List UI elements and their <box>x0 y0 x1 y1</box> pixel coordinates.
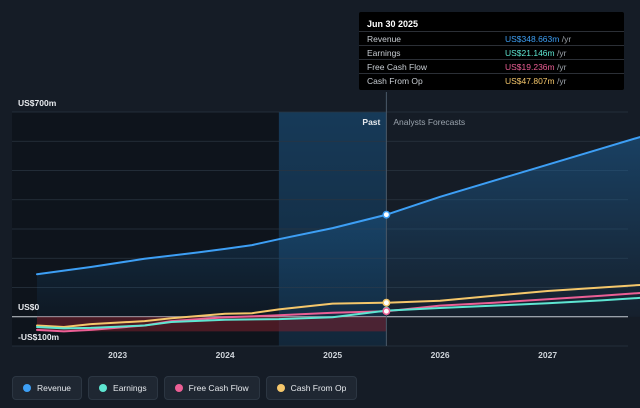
x-tick-label: 2023 <box>108 350 127 360</box>
tooltip-label: Cash From Op <box>367 76 423 86</box>
series-lines <box>36 135 640 333</box>
tooltip-label: Revenue <box>367 34 402 44</box>
tooltip-row-revenue: Revenue US$348.663m /yr <box>359 31 624 45</box>
series-line-free-cash-flow <box>36 291 640 333</box>
legend-label: Revenue <box>37 383 72 393</box>
tooltip-value: US$47.807m /yr <box>505 76 567 86</box>
legend-label: Cash From Op <box>290 383 347 393</box>
tooltip-row-cash-from-op: Cash From Op US$47.807m /yr <box>359 73 624 87</box>
legend-dot-icon <box>99 384 108 392</box>
x-tick-label: 2024 <box>216 350 235 360</box>
tooltip-value: US$21.146m /yr <box>505 48 567 58</box>
x-tick-label: 2027 <box>538 350 557 360</box>
legend-item-cash-from-op[interactable]: Cash From Op <box>265 376 358 400</box>
legend-item-earnings[interactable]: Earnings <box>88 376 158 400</box>
legend-dot-icon <box>276 384 285 392</box>
legend-dot-icon <box>174 384 183 392</box>
marker-cash-from-op <box>382 298 391 307</box>
tooltip-row-earnings: Earnings US$21.146m /yr <box>359 45 624 59</box>
forecast-label: Analysts Forecasts <box>393 117 465 127</box>
legend-dot-icon <box>23 384 31 392</box>
x-tick-label: 2026 <box>431 350 450 360</box>
divider-markers <box>382 210 391 316</box>
y-tick-label: US$0 <box>18 302 40 312</box>
x-tick-label: 2025 <box>323 350 342 360</box>
legend-label: Free Cash Flow <box>188 383 249 393</box>
tooltip-value: US$348.663m /yr <box>505 34 572 44</box>
legend-label: Earnings <box>113 383 147 393</box>
y-tick-label: US$700m <box>18 98 57 108</box>
y-tick-label: -US$100m <box>18 332 60 342</box>
tooltip-row-free-cash-flow: Free Cash Flow US$19.236m /yr <box>359 59 624 73</box>
tooltip-label: Earnings <box>367 48 401 58</box>
legend-item-revenue[interactable]: Revenue <box>12 376 83 400</box>
legend-item-free-cash-flow[interactable]: Free Cash Flow <box>163 376 260 400</box>
tooltip-label: Free Cash Flow <box>367 62 427 72</box>
legend: Revenue Earnings Free Cash Flow Cash Fro… <box>12 376 358 400</box>
y-axis-labels: US$700m US$0 -US$100m <box>18 98 60 342</box>
tooltip-value: US$19.236m /yr <box>505 62 567 72</box>
marker-revenue <box>382 210 391 219</box>
tooltip: Jun 30 2025 Revenue US$348.663m /yr Earn… <box>359 12 624 90</box>
marker-free-cash-flow <box>382 307 391 316</box>
tooltip-date: Jun 30 2025 <box>367 19 419 29</box>
series-line-revenue <box>36 135 640 276</box>
series-line-earnings <box>36 296 640 330</box>
series-line-cash-from-op <box>36 283 640 328</box>
x-axis-labels: 2023 2024 2025 2026 2027 <box>108 350 557 360</box>
past-label: Past <box>362 117 380 127</box>
